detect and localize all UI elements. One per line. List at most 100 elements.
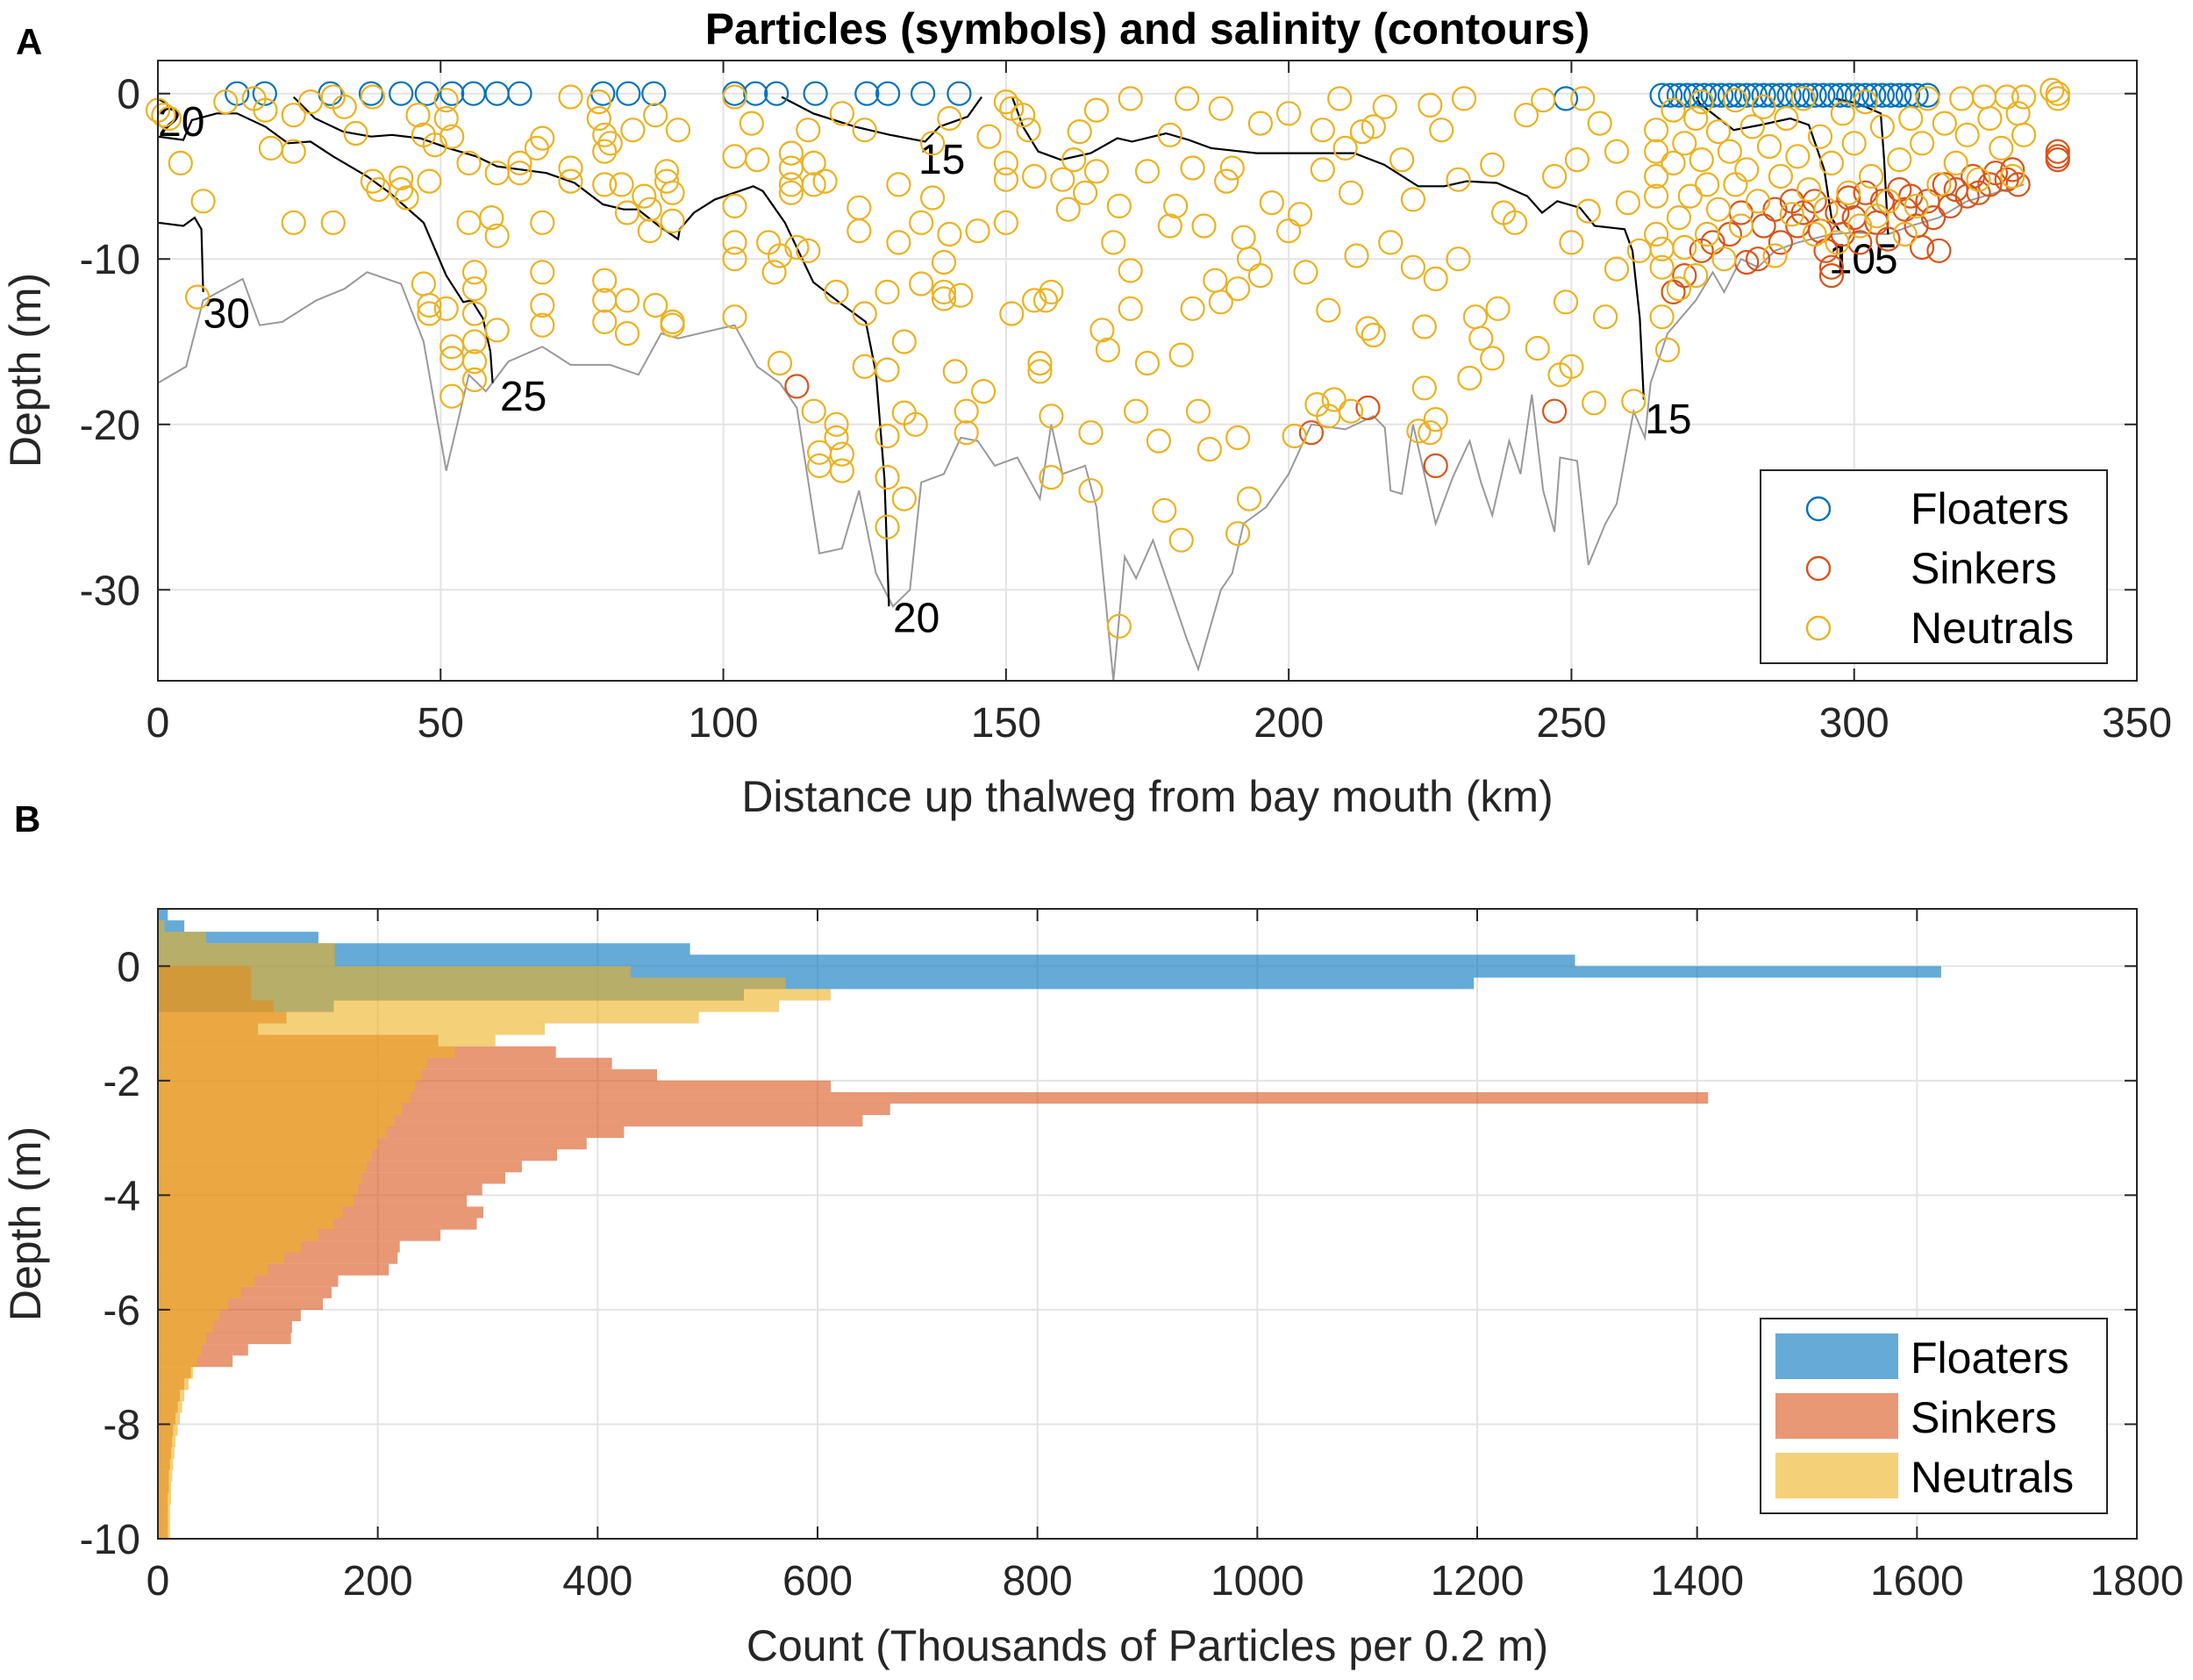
neutrals-marker: [778, 180, 804, 205]
neutrals-marker: [660, 208, 685, 233]
neutrals-marker: [954, 398, 979, 424]
panel-b-ylabel: Depth (m): [1, 1126, 50, 1321]
neutrals-marker: [1021, 163, 1047, 189]
neutrals-marker: [1446, 167, 1471, 192]
neutrals-marker: [2011, 84, 2037, 110]
particle-markers: [145, 77, 2070, 639]
legend-floaters-swatch: [1775, 1333, 1898, 1379]
neutrals-marker: [461, 367, 488, 392]
neutrals-marker: [1643, 221, 1669, 247]
neutrals-marker: [1553, 290, 1579, 315]
neutrals-marker: [931, 249, 957, 275]
neutrals-marker: [875, 279, 900, 304]
neutrals-marker: [1411, 314, 1437, 340]
floaters-marker: [1793, 82, 1818, 108]
neutrals-marker: [1480, 152, 1505, 177]
neutrals-marker: [824, 411, 849, 437]
neutrals-marker: [1672, 234, 1697, 261]
panel-b-y-tick-label: -6: [103, 1288, 140, 1334]
neutrals-marker: [1174, 86, 1200, 111]
floaters-marker: [1725, 82, 1751, 108]
neutrals-marker: [722, 230, 747, 255]
legend-neutrals-label: Neutrals: [1911, 604, 2074, 653]
contour-line-15: [781, 96, 982, 143]
neutrals-marker: [1039, 464, 1064, 490]
floaters-marker: [1869, 82, 1895, 108]
neutrals-marker: [530, 312, 555, 338]
neutrals-marker: [806, 453, 832, 479]
neutrals-marker: [592, 268, 618, 293]
neutrals-bar: [158, 954, 335, 967]
sinkers-marker: [1700, 230, 1725, 255]
panel-a-y-tick-label: -10: [80, 237, 140, 283]
neutrals-bar: [158, 1000, 780, 1012]
floaters-marker: [252, 81, 277, 106]
neutrals-bar: [158, 1218, 334, 1230]
neutrals-marker: [484, 161, 510, 186]
floaters-marker: [1751, 82, 1776, 108]
neutrals-marker: [1785, 144, 1811, 169]
neutrals-bar: [158, 966, 631, 978]
neutrals-marker: [909, 271, 934, 297]
contour-label-30: 30: [204, 291, 250, 338]
neutrals-marker: [2045, 86, 2070, 111]
floaters-marker: [1904, 82, 1929, 108]
neutrals-marker: [722, 193, 747, 218]
neutrals-marker: [1564, 147, 1590, 173]
neutrals-marker: [1423, 266, 1448, 291]
neutrals-marker: [824, 279, 849, 304]
neutrals-marker: [1797, 177, 1822, 203]
sinkers-marker: [2005, 172, 2031, 197]
neutrals-marker: [829, 441, 855, 467]
neutrals-marker: [281, 139, 306, 164]
neutrals-marker: [1830, 101, 1855, 126]
neutrals-marker: [643, 292, 668, 318]
neutrals-marker: [852, 354, 877, 379]
sinkers-marker: [1751, 213, 1776, 239]
neutrals-marker: [389, 177, 414, 203]
neutrals-marker: [1570, 86, 1596, 111]
sinkers-marker: [1728, 200, 1754, 225]
neutrals-marker: [433, 105, 459, 132]
neutrals-marker: [1282, 423, 1307, 449]
neutrals-bar: [158, 920, 165, 933]
neutrals-marker: [1649, 254, 1675, 280]
neutrals-marker: [1457, 365, 1482, 391]
neutrals-marker: [1338, 398, 1364, 424]
neutrals-marker: [903, 411, 928, 437]
panel-b-x-tick-label: 200: [343, 1558, 413, 1605]
neutrals-marker: [637, 197, 662, 222]
neutrals-marker: [1050, 167, 1075, 192]
neutrals-marker: [190, 189, 216, 214]
neutrals-marker: [1932, 111, 1957, 136]
neutrals-marker: [320, 210, 346, 235]
neutrals-marker: [2000, 163, 2025, 189]
neutrals-marker: [1949, 86, 1975, 111]
neutrals-bar: [158, 1492, 171, 1505]
panel-a-x-tick-label: 100: [689, 700, 759, 747]
neutrals-marker: [592, 139, 618, 164]
neutrals-marker: [213, 89, 239, 115]
neutrals-marker: [1361, 322, 1386, 348]
neutrals-marker: [1661, 150, 1686, 175]
neutrals-marker: [1208, 290, 1233, 315]
neutrals-marker: [1813, 197, 1839, 222]
neutrals-marker: [1841, 131, 1867, 156]
series-neutrals: [145, 77, 2070, 639]
floaters-marker: [743, 81, 768, 106]
neutrals-bar: [158, 1481, 171, 1493]
neutrals-marker: [1853, 89, 1878, 115]
neutrals-marker: [258, 135, 283, 161]
neutrals-marker: [456, 210, 482, 235]
neutrals-marker: [461, 276, 488, 302]
neutrals-bar: [158, 943, 335, 955]
contour-line-10: [1695, 97, 1840, 232]
neutrals-marker: [1168, 527, 1194, 553]
neutrals-marker: [1168, 342, 1194, 368]
neutrals-marker: [1083, 97, 1110, 123]
series-floaters: [225, 81, 1940, 111]
neutrals-marker: [1666, 276, 1692, 302]
floaters-bar: [158, 954, 1575, 967]
neutrals-bar: [158, 1034, 496, 1047]
neutrals-marker: [530, 292, 555, 318]
